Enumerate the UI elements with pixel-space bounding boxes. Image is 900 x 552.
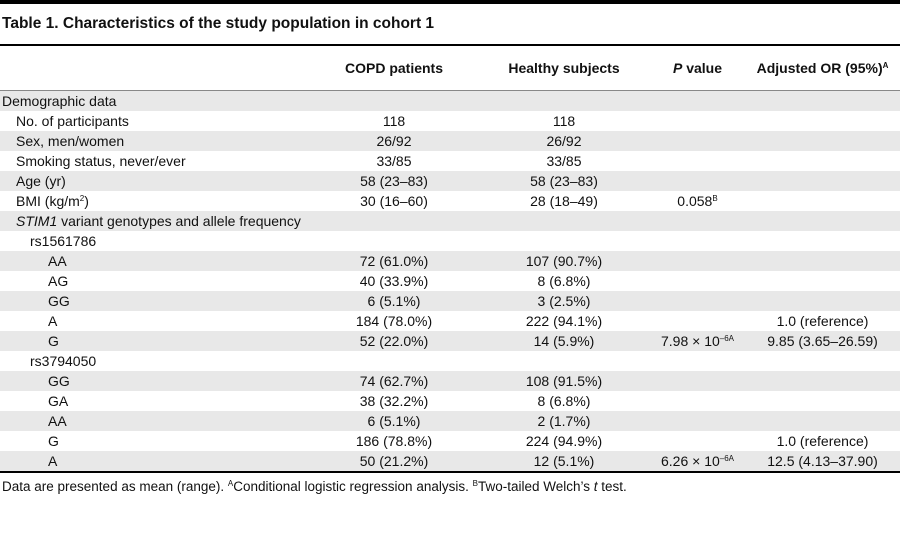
cell-copd: 40 (33.9%) (359, 273, 429, 289)
table-row: Sex, men/women 26/92 26/92 (0, 131, 900, 151)
table-row: G 52 (22.0%) 14 (5.9%) 7.98 × 10–6A 9.85… (0, 331, 900, 351)
cell-copd: 38 (32.2%) (359, 393, 429, 409)
cell-copd: 6 (5.1%) (310, 411, 478, 431)
table-row: STIM1 variant genotypes and allele frequ… (0, 211, 900, 231)
table-row: rs3794050 (0, 351, 900, 371)
cell-healthy: 8 (6.8%) (537, 273, 591, 289)
table-row: BMI (kg/m2) 30 (16–60) 28 (18–49) 0.058B (0, 191, 900, 211)
cell-or: 9.85 (3.65–26.59) (745, 331, 900, 351)
header-or: Adjusted OR (95%)A (745, 46, 900, 91)
characteristics-table: COPD patients Healthy subjects P value A… (0, 46, 900, 473)
table-row: No. of participants 118 118 (0, 111, 900, 131)
cell-copd: 74 (62.7%) (310, 371, 478, 391)
row-label: STIM1 variant genotypes and allele frequ… (0, 211, 310, 231)
row-label: A (48, 313, 58, 329)
row-label: No. of participants (16, 113, 129, 129)
row-label: AA (0, 251, 310, 271)
table-row: GA 38 (32.2%) 8 (6.8%) (0, 391, 900, 411)
table-row: A 184 (78.0%) 222 (94.1%) 1.0 (reference… (0, 311, 900, 331)
cell-or: 1.0 (reference) (776, 313, 869, 329)
row-label: A (0, 451, 310, 473)
table-title: Table 1. Characteristics of the study po… (2, 15, 435, 32)
row-label: Smoking status, never/ever (16, 153, 186, 169)
table-row: AA 72 (61.0%) 107 (90.7%) (0, 251, 900, 271)
cell-or: 1.0 (reference) (776, 433, 869, 449)
cell-healthy: 224 (94.9%) (525, 433, 603, 449)
cell-copd: 6 (5.1%) (310, 291, 478, 311)
title-divider (0, 44, 900, 46)
cell-healthy: 12 (5.1%) (478, 451, 650, 473)
cell-copd: 72 (61.0%) (310, 251, 478, 271)
row-label: GG (0, 291, 310, 311)
row-label: AA (0, 411, 310, 431)
header-blank (0, 46, 310, 91)
table-row: Smoking status, never/ever 33/85 33/85 (0, 151, 900, 171)
row-label: Age (yr) (0, 171, 310, 191)
row-label: Demographic data (0, 90, 310, 111)
cell-healthy: 8 (6.8%) (537, 393, 591, 409)
header-pvalue: P value (650, 46, 745, 91)
table-row: AA 6 (5.1%) 2 (1.7%) (0, 411, 900, 431)
row-label: GG (0, 371, 310, 391)
cell-healthy: 3 (2.5%) (478, 291, 650, 311)
row-label: Sex, men/women (0, 131, 310, 151)
cell-copd: 186 (78.8%) (355, 433, 433, 449)
header-healthy: Healthy subjects (478, 46, 650, 91)
cell-healthy: 107 (90.7%) (478, 251, 650, 271)
table-row: Demographic data (0, 90, 900, 111)
table-footnote: Data are presented as mean (range). ACon… (2, 479, 627, 494)
cell-copd: 118 (382, 113, 406, 129)
table-row: Age (yr) 58 (23–83) 58 (23–83) (0, 171, 900, 191)
header-row: COPD patients Healthy subjects P value A… (0, 46, 900, 91)
cell-healthy: 33/85 (546, 153, 582, 169)
row-label: GA (48, 393, 69, 409)
cell-copd: 30 (16–60) (360, 193, 428, 209)
cell-copd: 50 (21.2%) (310, 451, 478, 473)
row-label: AG (48, 273, 69, 289)
top-rule (0, 0, 900, 4)
table-row: AG 40 (33.9%) 8 (6.8%) (0, 271, 900, 291)
table-row: G 186 (78.8%) 224 (94.9%) 1.0 (reference… (0, 431, 900, 451)
cell-healthy: 14 (5.9%) (478, 331, 650, 351)
cell-pvalue: 7.98 × 10–6A (650, 331, 745, 351)
cell-copd: 184 (78.0%) (355, 313, 433, 329)
cell-or: 12.5 (4.13–37.90) (745, 451, 900, 473)
table-row: rs1561786 (0, 231, 900, 251)
cell-healthy: 28 (18–49) (530, 193, 598, 209)
table-row: GG 6 (5.1%) 3 (2.5%) (0, 291, 900, 311)
row-label: BMI (kg/m2) (16, 193, 89, 209)
cell-copd: 33/85 (376, 153, 412, 169)
cell-healthy: 118 (552, 113, 576, 129)
cell-healthy: 222 (94.1%) (525, 313, 603, 329)
cell-healthy: 108 (91.5%) (478, 371, 650, 391)
cell-healthy: 58 (23–83) (478, 171, 650, 191)
cell-pvalue: 6.26 × 10–6A (650, 451, 745, 473)
cell-copd: 58 (23–83) (310, 171, 478, 191)
cell-copd: 52 (22.0%) (310, 331, 478, 351)
row-label: G (0, 331, 310, 351)
cell-copd: 26/92 (310, 131, 478, 151)
row-label: G (48, 433, 59, 449)
cell-pvalue: 0.058B (677, 193, 718, 209)
row-label: rs1561786 (30, 233, 97, 249)
row-label: rs3794050 (30, 353, 97, 369)
header-copd: COPD patients (310, 46, 478, 91)
table-row: A 50 (21.2%) 12 (5.1%) 6.26 × 10–6A 12.5… (0, 451, 900, 473)
cell-healthy: 2 (1.7%) (478, 411, 650, 431)
cell-healthy: 26/92 (478, 131, 650, 151)
table-row: GG 74 (62.7%) 108 (91.5%) (0, 371, 900, 391)
